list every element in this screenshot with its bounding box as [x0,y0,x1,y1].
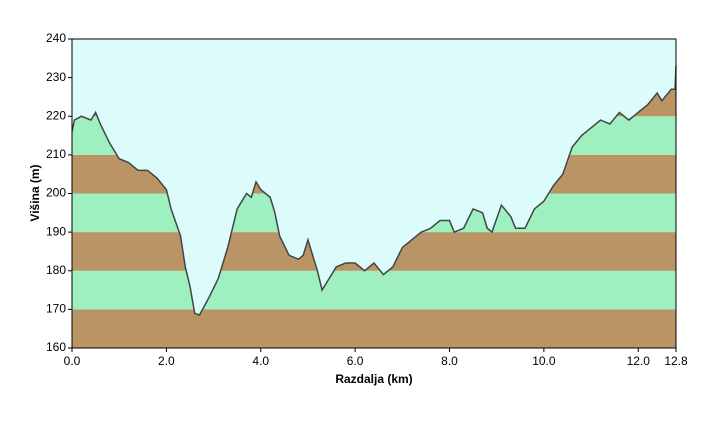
x-tick-label: 10.0 [532,354,556,368]
x-tick-label: 8.0 [441,354,458,368]
y-tick-label: 180 [46,263,66,277]
y-tick-label: 220 [46,108,66,122]
y-tick-label: 240 [46,31,66,45]
x-axis-label: Razdalja (km) [335,372,412,386]
y-axis-label: Višina (m) [28,164,42,221]
x-tick-label: 12.0 [627,354,651,368]
x-tick-label: 0.0 [64,354,81,368]
y-tick-label: 170 [46,302,66,316]
y-tick-label: 230 [46,70,66,84]
y-tick-label: 190 [46,224,66,238]
x-tick-label: 6.0 [347,354,364,368]
x-tick-label: 2.0 [158,354,175,368]
x-tick-label: 4.0 [252,354,269,368]
y-tick-label: 210 [46,147,66,161]
y-tick-label: 200 [46,186,66,200]
profile-line [71,66,677,317]
x-tick-label: 12.8 [664,354,688,368]
elevation-band [72,270,676,310]
y-tick-label: 160 [46,340,66,354]
elevation-band [72,309,676,348]
